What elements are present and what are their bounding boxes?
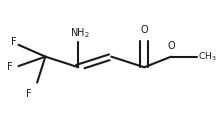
Text: F: F <box>26 89 32 99</box>
Text: NH$_2$: NH$_2$ <box>70 26 90 40</box>
Text: CH$_3$: CH$_3$ <box>198 50 216 63</box>
Text: O: O <box>167 40 175 51</box>
Text: F: F <box>11 38 16 47</box>
Text: O: O <box>140 25 148 35</box>
Text: F: F <box>7 62 13 72</box>
